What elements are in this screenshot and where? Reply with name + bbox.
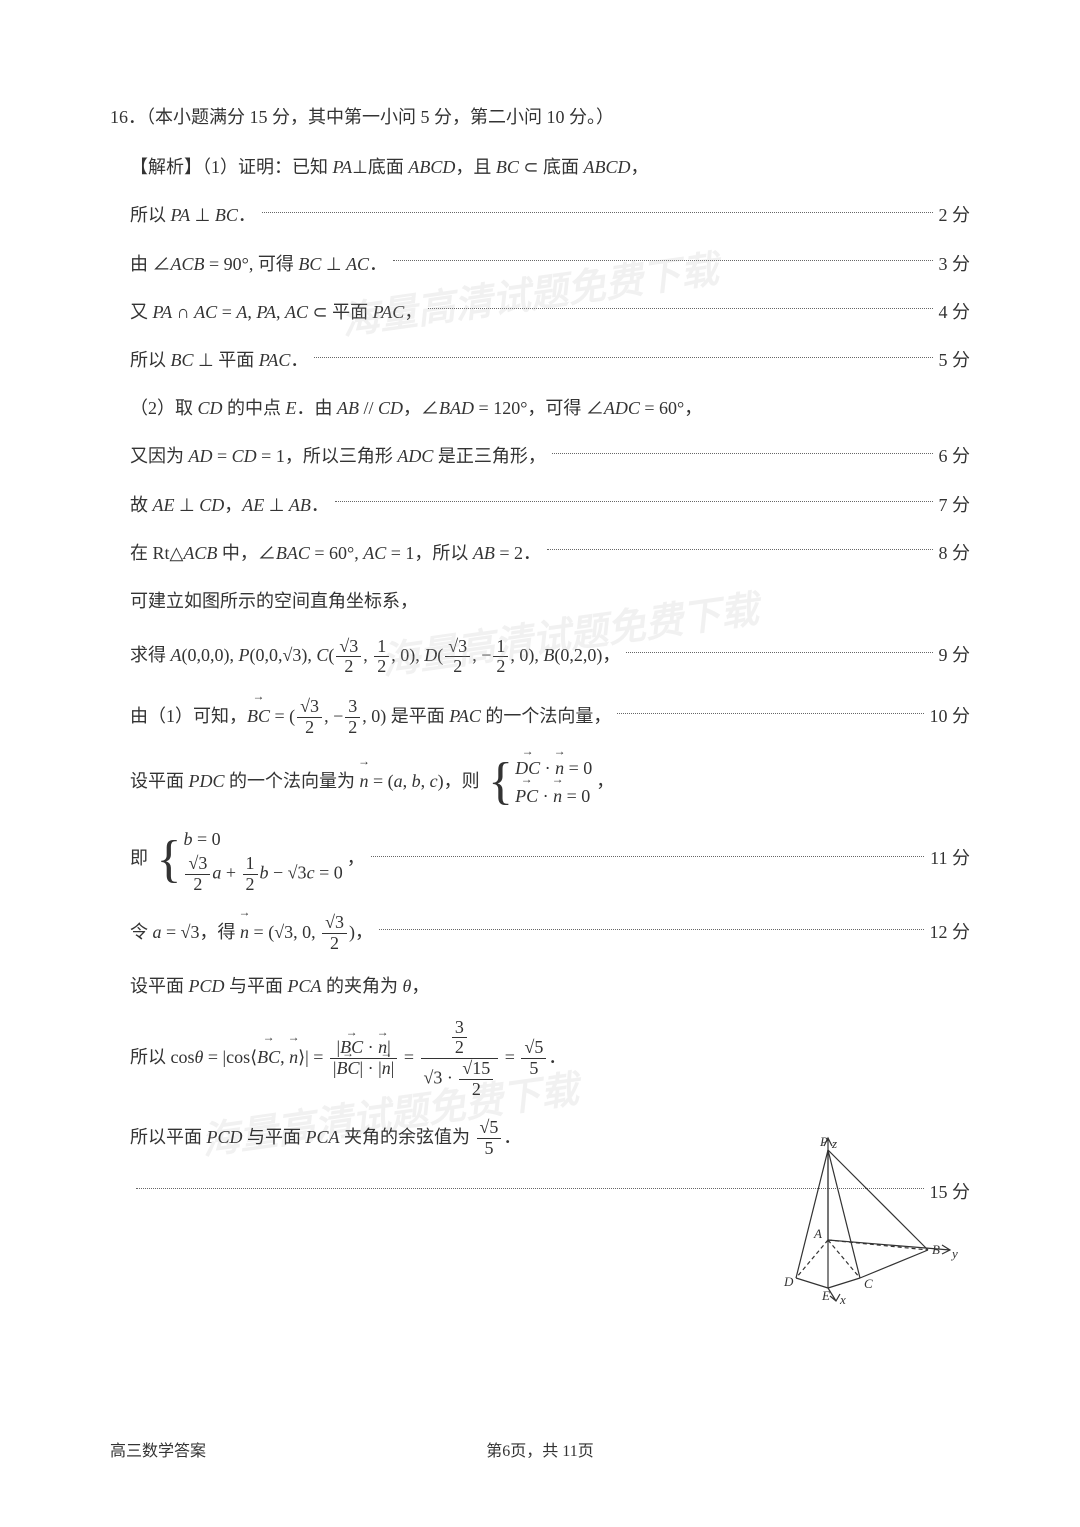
dotted-leader — [314, 357, 932, 358]
dotted-leader — [552, 453, 933, 454]
line-text: 故 AE ⊥ CD，AE ⊥ AB． — [130, 488, 329, 522]
line-text: 又 PA ∩ AC = A, PA, AC ⊂ 平面 PAC， — [130, 295, 422, 329]
problem-header: 16．（本小题满分 15 分，其中第一小问 5 分，第二小问 10 分。） — [110, 100, 970, 134]
score-label: 11 分 — [930, 835, 970, 882]
line-text: 求得 A(0,0,0), P(0,0,√3), C(√32, 12, 0), D… — [130, 632, 620, 679]
line-text: 令 a = √3，得 n = (√3, 0, √32)， — [130, 909, 373, 956]
line-text: 即 {b = 0√32a + 12b − √3c = 0， — [130, 825, 365, 894]
solution-line: 所以 cosθ = |cos⟨BC, n⟩| = |BC · n||BC| · … — [110, 1018, 970, 1100]
footer-subject: 高三数学答案 — [110, 1437, 206, 1467]
dotted-leader — [262, 212, 933, 213]
score-label: 3 分 — [939, 247, 971, 281]
score-label: 2 分 — [939, 198, 971, 232]
dotted-leader — [547, 549, 932, 550]
solution-line: 求得 A(0,0,0), P(0,0,√3), C(√32, 12, 0), D… — [110, 632, 970, 679]
score-label: 10 分 — [930, 693, 971, 740]
line-text: 由 ∠ACB = 90°, 可得 BC ⊥ AC． — [130, 247, 387, 281]
dotted-leader — [617, 713, 923, 714]
solution-line: 由 ∠ACB = 90°, 可得 BC ⊥ AC． 3 分 — [110, 247, 970, 281]
solution-line: 所以 BC ⊥ 平面 PAC． 5 分 — [110, 343, 970, 377]
score-label: 8 分 — [939, 536, 971, 570]
solution-line: 所以 PA ⊥ BC． 2 分 — [110, 198, 970, 232]
dotted-leader — [379, 929, 924, 930]
svg-text:D: D — [783, 1274, 794, 1289]
svg-text:B: B — [932, 1242, 940, 1257]
svg-text:y: y — [950, 1246, 958, 1261]
solution-body: 【解析】（1）证明：已知 PA⊥底面 ABCD，且 BC ⊂ 底面 ABCD， 所… — [110, 150, 970, 1209]
svg-text:A: A — [813, 1226, 822, 1241]
solution-line: 设平面 PCD 与平面 PCA 的夹角为 θ， — [110, 969, 970, 1003]
line-text: 在 Rt△ACB 中，∠BAC = 60°, AC = 1，所以 AB = 2． — [130, 536, 541, 570]
dotted-leader — [371, 856, 924, 857]
dotted-leader — [335, 501, 933, 502]
score-label: 9 分 — [939, 632, 971, 679]
solution-line: 令 a = √3，得 n = (√3, 0, √32)， 12 分 — [110, 909, 970, 956]
footer-page: 第6页，共 11页 — [486, 1437, 593, 1467]
solution-line: 由（1）可知，BC = (√32, −32, 0) 是平面 PAC 的一个法向量… — [110, 693, 970, 740]
svg-text:P: P — [819, 1136, 828, 1149]
score-label: 12 分 — [930, 909, 971, 956]
solution-line: 即 {b = 0√32a + 12b − √3c = 0， 11 分 — [110, 825, 970, 894]
solution-line: 故 AE ⊥ CD，AE ⊥ AB． 7 分 — [110, 488, 970, 522]
score-label: 6 分 — [939, 439, 971, 473]
dotted-leader — [626, 652, 932, 653]
dotted-leader — [393, 260, 932, 261]
svg-text:E: E — [821, 1288, 830, 1303]
svg-text:x: x — [839, 1292, 846, 1306]
problem-header-text: （本小题满分 15 分，其中第一小问 5 分，第二小问 10 分。） — [146, 107, 614, 127]
solution-line: 设平面 PDC 的一个法向量为 n = (a, b, c)，则 {DC · n … — [110, 754, 970, 812]
score-label: 5 分 — [939, 343, 971, 377]
svg-text:C: C — [864, 1276, 873, 1291]
solution-line: 在 Rt△ACB 中，∠BAC = 60°, AC = 1，所以 AB = 2．… — [110, 536, 970, 570]
solution-line: 又 PA ∩ AC = A, PA, AC ⊂ 平面 PAC， 4 分 — [110, 295, 970, 329]
solution-line: 又因为 AD = CD = 1，所以三角形 ADC 是正三角形， 6 分 — [110, 439, 970, 473]
line-text: 所以 PA ⊥ BC． — [130, 198, 256, 232]
line-text: 又因为 AD = CD = 1，所以三角形 ADC 是正三角形， — [130, 439, 546, 473]
problem-number: 16． — [110, 107, 146, 127]
solution-line: （2）取 CD 的中点 E．由 AB // CD，∠BAD = 120°，可得 … — [110, 391, 970, 425]
line-text: 由（1）可知，BC = (√32, −32, 0) 是平面 PAC 的一个法向量… — [130, 693, 611, 740]
score-label: 4 分 — [939, 295, 971, 329]
solution-line: 可建立如图所示的空间直角坐标系， — [110, 584, 970, 618]
score-label: 7 分 — [939, 488, 971, 522]
coordinate-diagram: z P A B y C D E x — [740, 1136, 960, 1317]
svg-text:z: z — [831, 1136, 837, 1151]
page-footer: 高三数学答案 第6页，共 11页 — [110, 1437, 970, 1467]
line-text: 所以 BC ⊥ 平面 PAC． — [130, 343, 308, 377]
dotted-leader — [428, 308, 932, 309]
solution-line: 【解析】（1）证明：已知 PA⊥底面 ABCD，且 BC ⊂ 底面 ABCD， — [110, 150, 970, 184]
